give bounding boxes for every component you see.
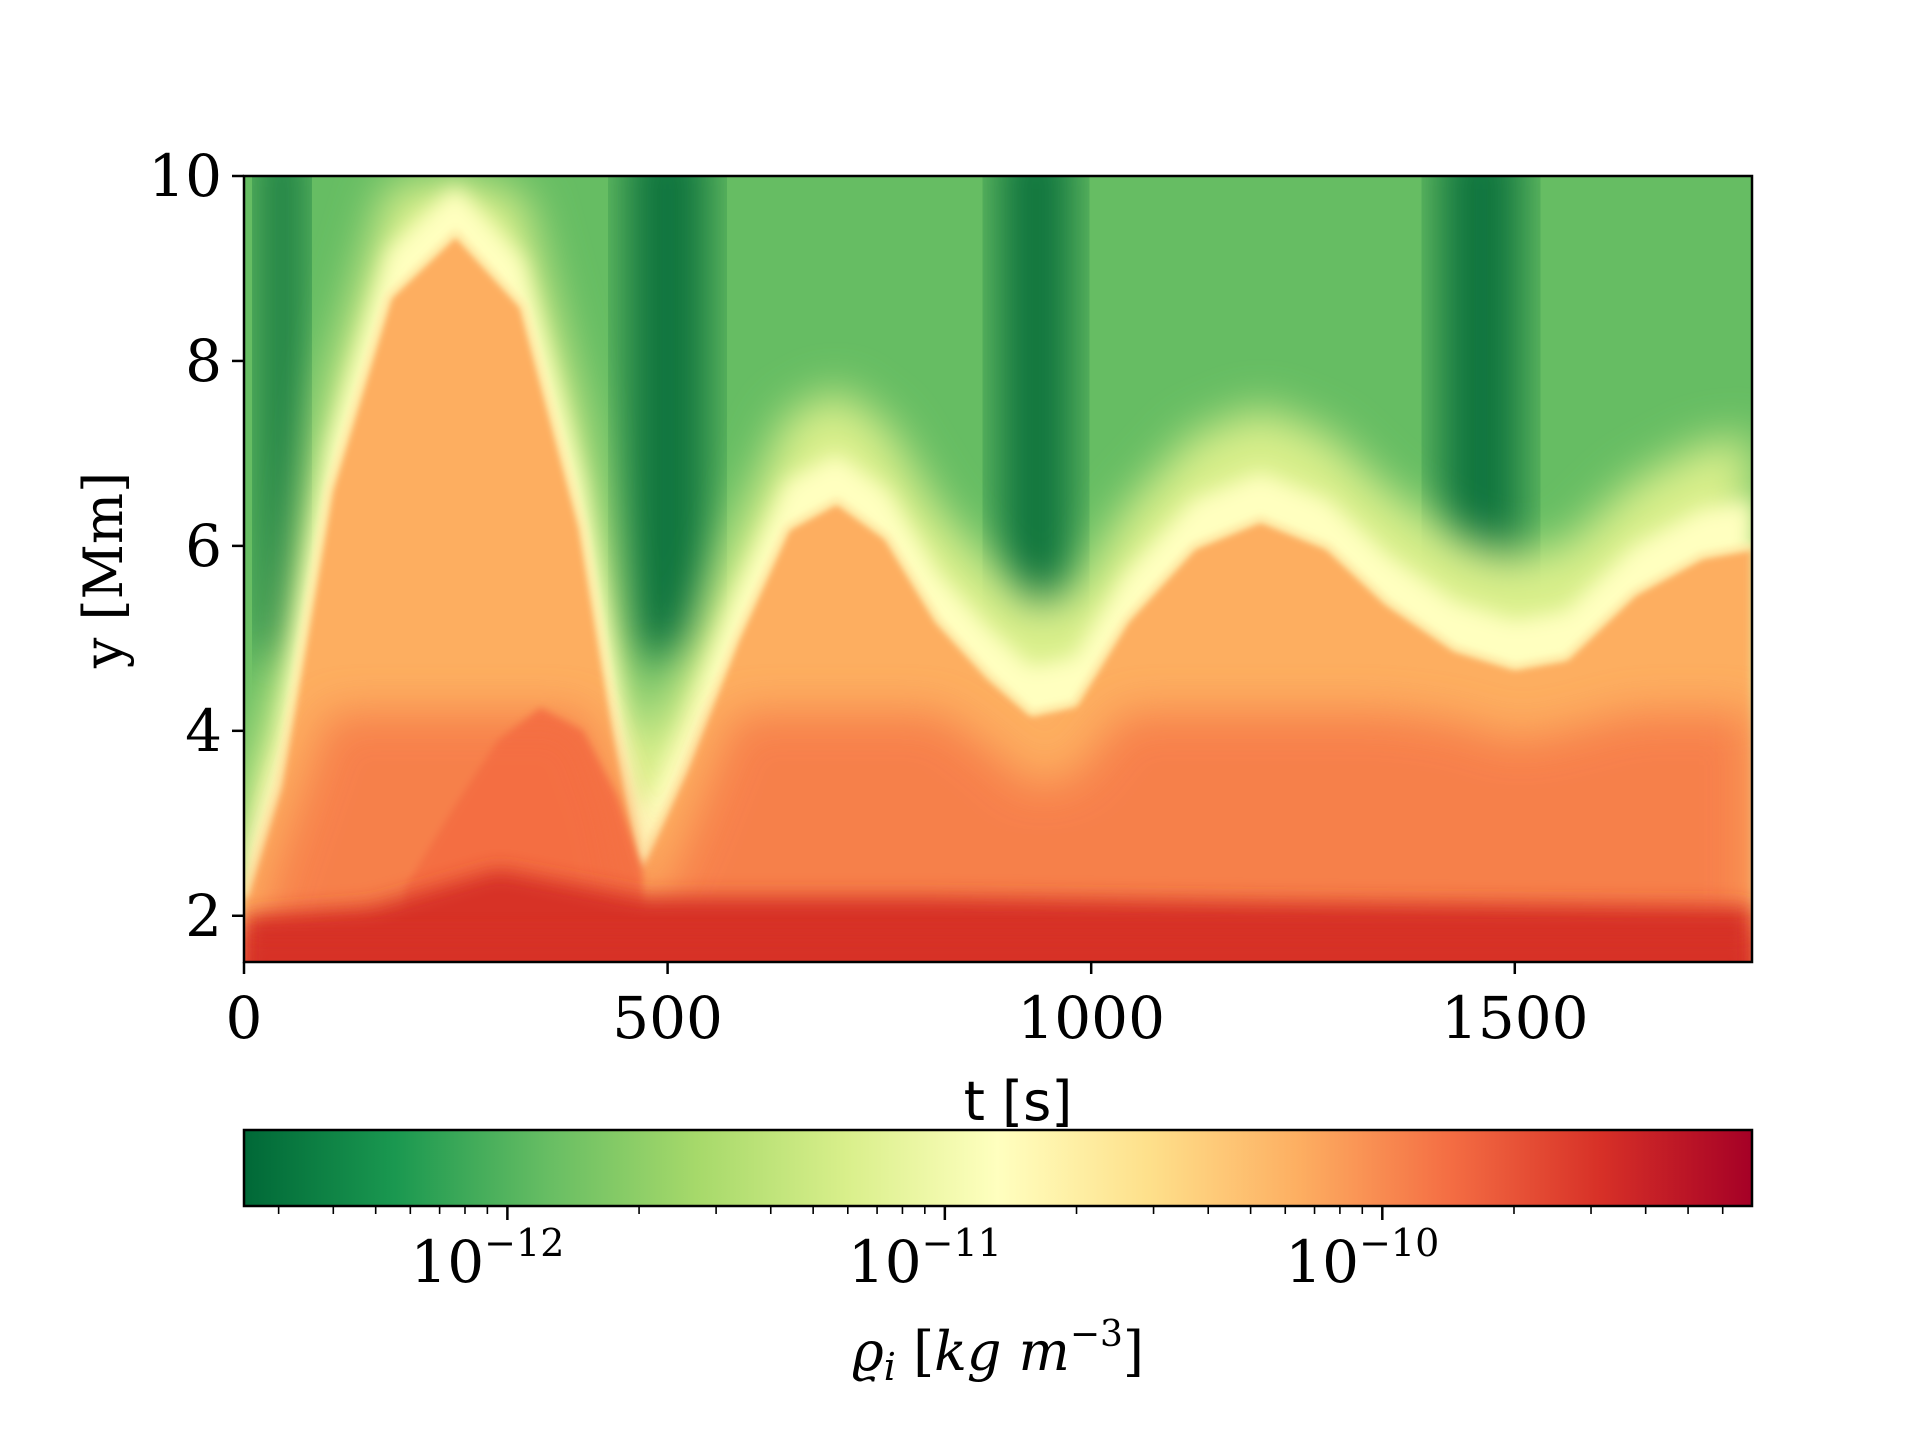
colorbar-major-ticks: 10−12 10−11 10−10 [410, 1206, 1439, 1296]
y-tick-label: 2 [185, 882, 222, 950]
y-axis-label: y [Mm] [72, 472, 135, 669]
plot-frame [242, 174, 1754, 964]
heatmap-plot [244, 176, 1752, 962]
x-tick-label: 1500 [1441, 984, 1589, 1052]
colorbar-label-units: kg m [934, 1320, 1070, 1383]
y-tick-label: 10 [148, 142, 222, 210]
y-tick-label: 4 [185, 697, 222, 765]
low-density-column [998, 176, 1075, 656]
colorbar-tick-base: 10 [410, 1228, 484, 1296]
colorbar-tick-exponent: −10 [1359, 1221, 1439, 1265]
colorbar-tick-base: 10 [848, 1228, 922, 1296]
colorbar-tick-exponent: −12 [484, 1221, 564, 1265]
y-axis: 2 4 6 8 10 [148, 142, 244, 950]
colorbar: 10−12 10−11 10−10 ϱi [kg m−3] [242, 1128, 1754, 1389]
heatmap-field [244, 176, 1752, 962]
colorbar-tick-label: 10−10 [1285, 1221, 1439, 1296]
x-tick-label: 0 [226, 984, 263, 1052]
colorbar-minor-ticks [277, 1206, 1724, 1214]
densest-bottom-layer [244, 934, 1752, 962]
x-tick-label: 500 [612, 984, 723, 1052]
colorbar-label-open: [ [896, 1320, 934, 1383]
colorbar-tick-base: 10 [1285, 1228, 1359, 1296]
colorbar-label-close: ] [1123, 1320, 1144, 1383]
colorbar-label: ϱi [kg m−3] [852, 1314, 1144, 1389]
transition-front [244, 227, 1752, 899]
colorbar-gradient [242, 1128, 1754, 1208]
y-tick-label: 8 [185, 327, 222, 395]
x-axis-label: t [s] [964, 1070, 1073, 1133]
x-axis: 0 500 1000 1500 [226, 962, 1589, 1052]
colorbar-label-exponent: −3 [1070, 1314, 1123, 1355]
colorbar-tick-label: 10−11 [848, 1221, 1002, 1296]
colorbar-tick-exponent: −11 [922, 1221, 1002, 1265]
y-tick-label: 6 [185, 512, 222, 580]
colorbar-label-subscript: i [884, 1345, 896, 1389]
low-density-column [625, 176, 710, 656]
colorbar-label-symbol: ϱ [852, 1320, 884, 1383]
x-tick-label: 1000 [1017, 984, 1165, 1052]
colorbar-tick-label: 10−12 [410, 1221, 564, 1296]
